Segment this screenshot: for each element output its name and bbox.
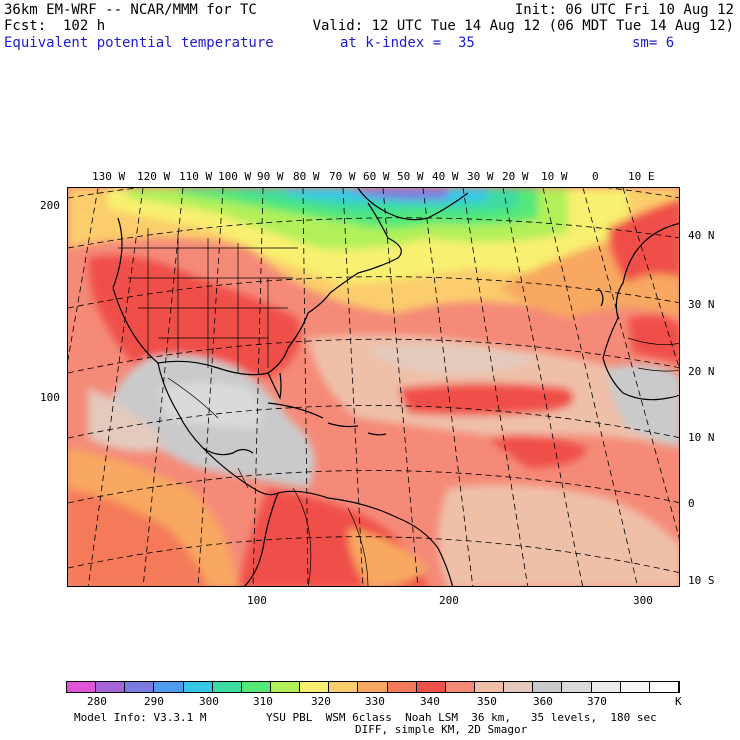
longitude-label: 70 W <box>329 170 356 183</box>
legend-label: 290 <box>144 695 164 708</box>
longitude-label: 20 W <box>502 170 529 183</box>
legend-label: 300 <box>199 695 219 708</box>
valid-time: Valid: 12 UTC Tue 14 Aug 12 (06 MDT Tue … <box>312 18 734 34</box>
legend-swatch <box>329 682 359 692</box>
political-borders <box>118 228 679 586</box>
latitude-label: 0 <box>688 497 695 510</box>
legend-swatch <box>300 682 330 692</box>
latitude-label: 10 S <box>688 574 715 587</box>
longitude-label: 0 <box>592 170 599 183</box>
grid-y-label: 100 <box>40 391 60 404</box>
legend-unit: K <box>675 695 682 708</box>
longitude-label: 90 W <box>257 170 284 183</box>
model-info: Model Info: V3.3.1 M <box>74 711 207 724</box>
smoothing-info: sm= 6 <box>632 35 675 51</box>
legend-label: 340 <box>420 695 440 708</box>
legend-swatch <box>241 682 271 692</box>
longitude-label: 120 W <box>137 170 171 183</box>
legend-swatch <box>154 682 184 692</box>
diffusion-info: DIFF, simple KM, 2D Smagor <box>355 723 528 736</box>
theta-e-map <box>67 187 680 587</box>
longitude-label: 60 W <box>363 170 390 183</box>
legend-swatch <box>67 682 97 692</box>
longitude-label: 110 W <box>179 170 213 183</box>
legend-swatch <box>620 682 650 692</box>
legend-label: 330 <box>365 695 385 708</box>
latitude-label: 30 N <box>688 298 715 311</box>
grid-x-label: 100 <box>247 594 267 607</box>
color-legend <box>66 681 680 693</box>
legend-swatch <box>212 682 242 692</box>
legend-label: 350 <box>477 695 497 708</box>
legend-swatch <box>533 682 563 692</box>
longitude-label: 100 W <box>218 170 252 183</box>
latitude-label: 10 N <box>688 431 715 444</box>
legend-swatch <box>649 682 679 692</box>
theta-e-shading <box>68 188 679 586</box>
longitude-label: 10 W <box>541 170 568 183</box>
legend-swatch <box>270 682 301 692</box>
legend-label: 360 <box>533 695 553 708</box>
field-name: Equivalent potential temperature <box>4 35 274 51</box>
init-time: Init: 06 UTC Fri 10 Aug 12 <box>514 2 734 18</box>
legend-label: 320 <box>311 695 331 708</box>
legend-swatch <box>96 682 126 692</box>
legend-swatch <box>504 682 534 692</box>
legend-swatch <box>591 682 621 692</box>
legend-label: 310 <box>253 695 273 708</box>
legend-swatch <box>358 682 388 692</box>
longitude-label: 10 E <box>628 170 655 183</box>
longitude-label: 130 W <box>92 170 126 183</box>
longitude-label: 30 W <box>467 170 494 183</box>
legend-swatch <box>474 682 505 692</box>
legend-swatch <box>416 682 446 692</box>
forecast-hour: Fcst: 102 h <box>4 18 106 34</box>
grid-x-label: 300 <box>633 594 653 607</box>
longitude-label: 40 W <box>432 170 459 183</box>
longitude-label: 80 W <box>293 170 320 183</box>
legend-swatch <box>562 682 592 692</box>
latitude-label: 40 N <box>688 229 715 242</box>
latitude-label: 20 N <box>688 365 715 378</box>
model-title: 36km EM-WRF -- NCAR/MMM for TC <box>4 2 257 18</box>
physics-info: YSU PBL WSM 6class Noah LSM 36 km, 35 le… <box>266 711 657 724</box>
legend-swatch <box>125 682 155 692</box>
legend-swatch <box>183 682 213 692</box>
legend-swatch <box>387 682 417 692</box>
legend-swatch <box>445 682 475 692</box>
legend-label: 280 <box>87 695 107 708</box>
level-info: at k-index = 35 <box>340 35 475 51</box>
coastlines <box>112 188 679 586</box>
legend-label: 370 <box>587 695 607 708</box>
longitude-label: 50 W <box>397 170 424 183</box>
grid-x-label: 200 <box>439 594 459 607</box>
grid-y-label: 200 <box>40 199 60 212</box>
